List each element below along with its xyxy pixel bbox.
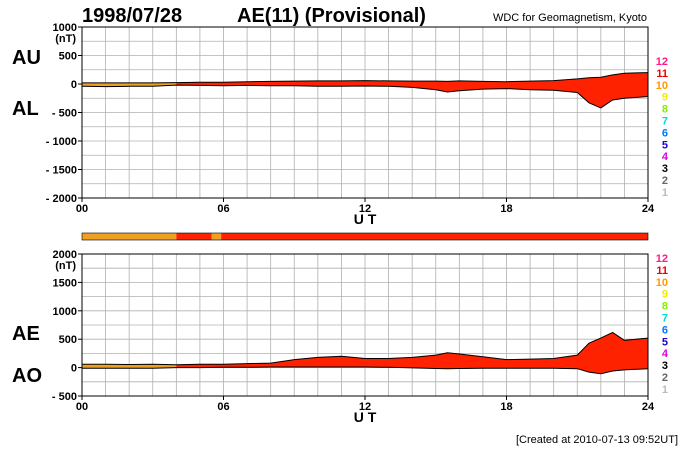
y-tick-label: 1500 <box>53 277 77 289</box>
station-bar-segment <box>176 233 212 240</box>
y-tick-label: - 500 <box>52 108 77 120</box>
y-tick-label: 0 <box>71 79 77 91</box>
x-axis-label: U T <box>354 211 377 227</box>
x-tick-label: 18 <box>500 401 512 413</box>
station-count-label: 7 <box>662 313 668 325</box>
station-count-label: 11 <box>656 68 668 80</box>
x-tick-label: 12 <box>359 203 371 215</box>
source-label: WDC for Geomagnetism, Kyoto <box>493 12 647 24</box>
index-fill-area <box>82 332 648 374</box>
station-count-label: 8 <box>662 104 668 116</box>
x-tick-label: 06 <box>217 203 229 215</box>
index-fill-area-partial <box>82 82 177 87</box>
station-count-label: 2 <box>662 175 668 187</box>
index-fill-area-partial <box>82 364 177 369</box>
station-count-label: 12 <box>656 56 668 68</box>
station-count-label: 7 <box>662 116 668 128</box>
station-count-label: 6 <box>662 324 668 336</box>
series-label-ae: AE <box>12 323 40 345</box>
x-tick-label: 24 <box>642 203 655 215</box>
y-tick-label: - 500 <box>52 391 77 403</box>
station-count-label: 10 <box>656 80 668 92</box>
station-count-label: 6 <box>662 127 668 139</box>
station-count-label: 1 <box>662 187 668 199</box>
station-indicator-bar <box>81 232 649 241</box>
x-tick-label: 24 <box>642 401 655 413</box>
x-tick-label: 06 <box>217 401 229 413</box>
x-tick-label: 12 <box>359 401 371 413</box>
created-timestamp: [Created at 2010-07-13 09:52UT] <box>516 434 678 446</box>
date-title: 1998/07/28 <box>82 5 182 27</box>
station-count-label: 2 <box>662 372 668 384</box>
station-count-label: 9 <box>662 289 668 301</box>
series-line-ao <box>82 366 649 375</box>
station-count-label: 5 <box>662 336 668 348</box>
series-label-al: AL <box>12 98 39 120</box>
au-al-panel: 1000 500 0 - 500 - 1000 - 1500 - 2000 (nT) 00 06 1… <box>12 22 655 227</box>
y-tick-label: 0 <box>71 363 77 375</box>
station-count-label: 10 <box>656 277 668 289</box>
station-count-label: 9 <box>662 92 668 104</box>
station-count-label: 1 <box>662 384 668 396</box>
x-tick-label: 18 <box>500 203 512 215</box>
station-count-label: 4 <box>662 348 669 360</box>
y-tick-label: 1000 <box>53 22 77 34</box>
station-count-label: 3 <box>662 163 668 175</box>
y-tick-label: - 1500 <box>46 165 77 177</box>
y-tick-label: 1000 <box>53 306 77 318</box>
series-label-au: AU <box>12 47 41 69</box>
index-title: AE(11) (Provisional) <box>237 5 426 27</box>
series-line-al <box>81 84 649 109</box>
ae-ao-panel: 2000 1500 1000 500 0 - 500 (nT) 00 06 12 18 24 U T AE… <box>12 249 655 425</box>
series-line-ae <box>82 331 649 366</box>
y-tick-label: - 2000 <box>46 193 77 205</box>
series-line-au <box>82 72 649 84</box>
station-count-label: 4 <box>662 151 669 163</box>
station-count-label: 5 <box>662 139 668 151</box>
station-bar-frame <box>81 232 649 241</box>
station-count-label: 8 <box>662 301 668 313</box>
station-bar-segment <box>221 233 648 240</box>
x-tick-label: 00 <box>76 401 88 413</box>
station-bar-segment <box>211 233 222 240</box>
y-tick-label: 500 <box>59 51 77 63</box>
y-unit-label: (nT) <box>55 260 76 272</box>
station-count-label: 12 <box>656 253 668 265</box>
station-count-label: 3 <box>662 360 668 372</box>
y-unit-label: (nT) <box>55 33 76 45</box>
y-tick-label: - 1000 <box>46 136 77 148</box>
y-tick-label: 2000 <box>53 249 77 261</box>
station-count-label: 11 <box>656 265 668 277</box>
x-axis-label: U T <box>354 409 377 425</box>
series-label-ao: AO <box>12 365 42 387</box>
y-tick-label: 500 <box>59 334 77 346</box>
station-bar-segment <box>82 233 177 240</box>
x-tick-label: 00 <box>76 203 88 215</box>
